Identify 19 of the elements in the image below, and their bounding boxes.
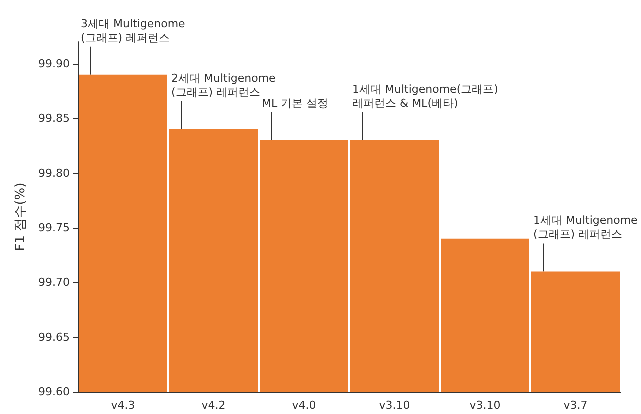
y-tick-label: 99.90 <box>38 57 70 70</box>
y-tick-label: 99.60 <box>38 386 70 398</box>
x-tick-label: v3.7 <box>564 399 588 412</box>
annotation: 2세대 Multigenome (그래프) 레퍼런스 <box>172 72 276 99</box>
y-axis-title: F1 점수(%) <box>14 182 29 252</box>
y-tick-label: 99.75 <box>38 221 70 234</box>
x-tick-label: v4.3 <box>111 399 136 412</box>
x-tick-label: v3.10 <box>379 399 410 412</box>
annotation: ML 기본 설정 <box>262 96 329 110</box>
y-tick-label: 99.65 <box>38 330 70 344</box>
y-tick-label: 99.70 <box>38 276 70 290</box>
annotation: 1세대 Multigenome(그래프) 레퍼런스 & ML(베타) <box>352 82 498 110</box>
x-tick-label: v4.2 <box>202 399 226 412</box>
y-tick-label: 99.85 <box>38 112 70 126</box>
x-tick-label: v3.10 <box>470 399 501 412</box>
annotation: 1세대 Multigenome (그래프) 레퍼런스 <box>534 214 638 242</box>
annotation: 3세대 Multigenome (그래프) 레퍼런스 <box>81 17 186 44</box>
x-tick-label: v4.0 <box>292 399 316 412</box>
y-tick-label: 99.80 <box>38 166 70 180</box>
